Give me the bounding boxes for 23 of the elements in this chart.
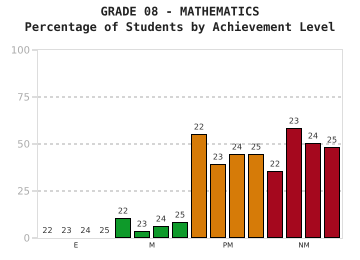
text: 25 xyxy=(99,226,110,235)
text: 24 xyxy=(80,226,91,235)
series-label: 22 xyxy=(118,206,128,216)
text: 23 xyxy=(212,152,224,162)
text: 23 xyxy=(61,226,72,235)
text: 24 xyxy=(308,132,318,140)
text: 22 xyxy=(194,122,204,132)
y-tick-label: 75 xyxy=(17,92,30,104)
chart-title: GRADE 08 - MATHEMATICS xyxy=(100,4,260,19)
text: 25 xyxy=(250,142,262,152)
series-label: 25 xyxy=(174,210,186,220)
y-tick-label: 50 xyxy=(17,140,30,150)
text: 22 xyxy=(270,160,280,168)
text: 23 xyxy=(288,116,300,126)
series-label: 23 xyxy=(136,220,148,228)
text: 24 xyxy=(232,142,242,152)
y-tick-label: 100 xyxy=(10,46,30,56)
text: 25 xyxy=(326,136,338,144)
text: 22 xyxy=(42,226,53,235)
series-label: 24 xyxy=(156,214,166,224)
y-tick-label: 0 xyxy=(24,234,30,244)
y-tick-label: 25 xyxy=(17,186,30,198)
chart-subtitle: Percentage of Students by Achievement Level xyxy=(24,20,336,34)
